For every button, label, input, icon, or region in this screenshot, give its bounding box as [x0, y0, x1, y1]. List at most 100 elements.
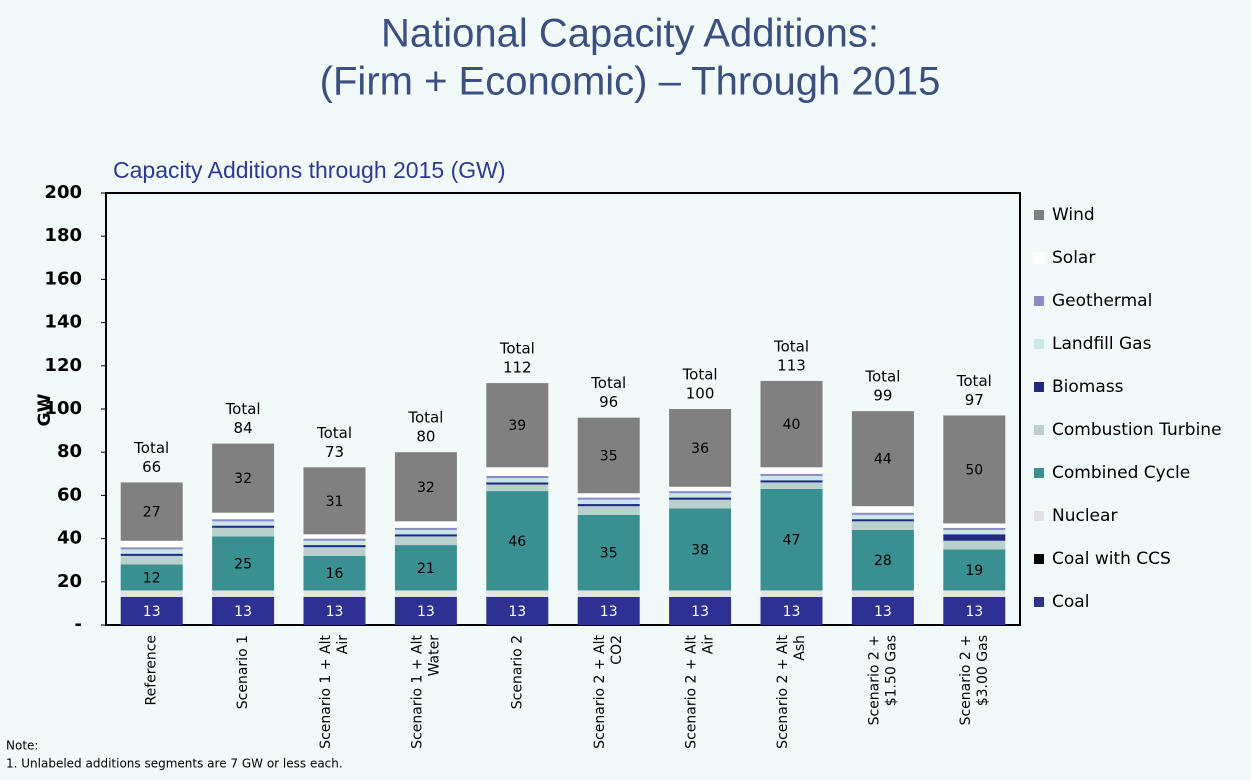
bar-segment [212, 512, 275, 520]
bar-segment [120, 590, 183, 597]
bar-segment [212, 443, 275, 513]
data-label: 44 [874, 452, 892, 468]
bar-segment [577, 506, 640, 515]
x-tick-label: Scenario 2 [509, 635, 525, 709]
legend-swatch [1034, 425, 1044, 435]
bar-segment [669, 493, 732, 498]
data-label: 19 [965, 563, 983, 579]
total-value: 84 [234, 419, 253, 437]
total-label: Total [956, 372, 992, 390]
bar-segment [394, 527, 457, 530]
bar-segment [394, 590, 457, 597]
total-value: 99 [873, 387, 892, 405]
bar-segment [851, 521, 914, 530]
y-tick-label: 60 [57, 484, 82, 505]
data-label: 31 [326, 494, 344, 510]
chart-title: National Capacity Additions: [381, 12, 879, 56]
total-value: 113 [777, 356, 806, 374]
x-tick-label: Scenario 2 + AltAsh [775, 634, 808, 748]
data-label: 13 [691, 604, 709, 620]
bar-segment [303, 467, 366, 535]
y-tick-label: 200 [44, 182, 82, 203]
x-tick-label: Reference [144, 635, 160, 706]
legend-swatch [1034, 339, 1044, 349]
bar-segment [760, 473, 823, 476]
data-label: 13 [143, 604, 161, 620]
bar-segment [120, 553, 183, 556]
bar-segment [120, 549, 183, 554]
bar-segment [577, 504, 640, 507]
bar-segment [303, 555, 366, 591]
bar-segment [577, 514, 640, 591]
bar-segment [486, 475, 549, 479]
total-value: 96 [599, 393, 618, 411]
bar-segment [486, 484, 549, 492]
total-label: Total [225, 400, 261, 418]
bar-segment [212, 521, 275, 526]
total-value: 100 [686, 385, 715, 403]
legend-swatch [1033, 252, 1045, 264]
data-label: 13 [783, 604, 801, 620]
bar-segment [669, 499, 732, 509]
bar-segment [120, 564, 183, 591]
data-label: 32 [417, 480, 435, 496]
data-label: 35 [600, 448, 618, 464]
bar-segment [212, 536, 275, 591]
total-label: Total [316, 424, 352, 442]
bar-segment [303, 547, 366, 556]
bar-segment [212, 590, 275, 597]
bar-segment [394, 452, 457, 522]
data-label: 13 [234, 604, 252, 620]
total-value: 73 [325, 443, 344, 461]
y-tick-label: - [75, 614, 82, 635]
bar-segment [851, 411, 914, 507]
bar-segment [943, 415, 1006, 524]
y-tick-label: 40 [57, 528, 82, 549]
legend-label: Landfill Gas [1052, 334, 1152, 354]
bar-segment [303, 540, 366, 546]
x-tick-label: Scenario 1 [235, 635, 251, 709]
data-label: 25 [234, 556, 252, 572]
y-tick-label: 120 [44, 355, 82, 376]
legend-swatch [1034, 296, 1044, 306]
x-tick-label: Scenario 2 + AltCO2 [592, 634, 625, 748]
bar-segment [120, 547, 183, 550]
bar-segment [120, 555, 183, 565]
bar-segment [120, 596, 183, 625]
bar-segment [486, 590, 549, 597]
legend-label: Biomass [1052, 377, 1124, 397]
legend-label: Wind [1052, 205, 1095, 225]
legend-label: Coal with CCS [1052, 549, 1171, 569]
x-tick-label: Scenario 1 + AltWater [409, 634, 442, 748]
legend-label: Solar [1052, 248, 1095, 268]
bar-segment [486, 383, 549, 468]
data-label: 47 [783, 533, 801, 549]
bar-segment [669, 590, 732, 597]
bar-segment [851, 590, 914, 597]
bar-segment [669, 486, 732, 492]
chart-title: (Firm + Economic) – Through 2015 [320, 60, 941, 104]
bar-segment [760, 488, 823, 591]
bar-segment [943, 527, 1006, 530]
bar-segment [760, 475, 823, 481]
bar-segment [669, 508, 732, 591]
bar-segment [577, 497, 640, 500]
legend-swatch [1034, 597, 1044, 607]
bar-segment [486, 596, 549, 625]
legend-swatch [1034, 511, 1044, 521]
bar-segment [486, 482, 549, 485]
chart-subtitle: Capacity Additions through 2015 (GW) [113, 157, 505, 183]
legend-label: Geothermal [1052, 291, 1152, 311]
bar-segment [760, 480, 823, 483]
bar-segment [851, 512, 914, 515]
bar-segment [760, 596, 823, 625]
note: Note: [6, 739, 38, 753]
bar-segment [303, 538, 366, 541]
y-tick-label: 160 [44, 268, 82, 289]
x-tick-label: Scenario 2 + AltAir [684, 634, 717, 748]
y-tick-label: 180 [44, 225, 82, 246]
data-label: 28 [874, 553, 892, 569]
data-label: 32 [234, 471, 252, 487]
legend-label: Combined Cycle [1052, 463, 1190, 483]
